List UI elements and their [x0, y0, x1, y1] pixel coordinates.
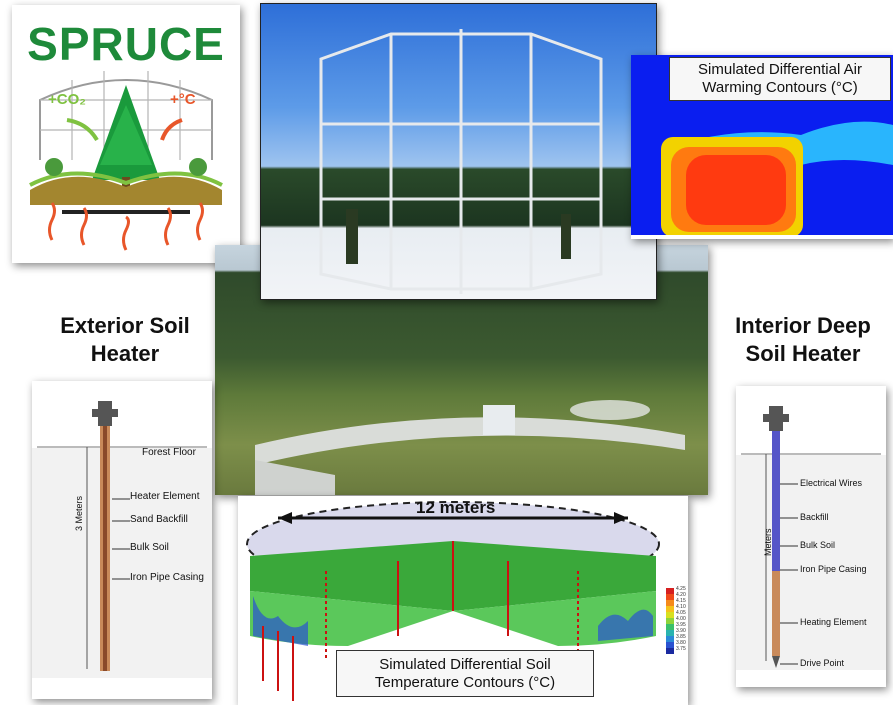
air-caption-line1: Simulated Differential Air — [698, 61, 862, 78]
interior-label-heating-element: Heating Element — [800, 617, 867, 627]
soil-scale-label: 4.10 — [676, 604, 686, 610]
soil-contour-graphic — [246, 501, 674, 701]
interior-label-backfill: Backfill — [800, 512, 829, 522]
soil-caption-line2: Temperature Contours (°C) — [374, 674, 556, 691]
interior-heater-diagram: Meters Electrical Wires Backfill Bulk So… — [736, 386, 886, 687]
spruce-logo: SPRUCE +CO₂ +°C — [12, 5, 240, 263]
soil-scale-label: 3.80 — [676, 640, 686, 646]
exterior-label-heater-element: Heater Element — [130, 491, 200, 502]
co2-label: +CO₂ — [48, 91, 86, 108]
exterior-label-forest-floor: Forest Floor — [142, 447, 196, 458]
interior-heading-line2: Soil Heater — [745, 341, 861, 366]
soil-scale-label: 3.75 — [676, 646, 686, 652]
soil-scale-label: 4.00 — [676, 616, 686, 622]
exterior-heading-line2: Heater — [90, 341, 160, 366]
exterior-label-iron-pipe-casing: Iron Pipe Casing — [130, 572, 204, 583]
interior-label-electrical-wires: Electrical Wires — [800, 478, 863, 488]
soil-temperature-caption: Simulated Differential Soil Temperature … — [336, 650, 594, 697]
soil-scale-label: 3.90 — [676, 628, 686, 634]
soil-scale-label: 4.25 — [676, 586, 686, 592]
chamber-frame-photo — [260, 3, 657, 300]
air-contour-graphic — [631, 121, 893, 239]
soil-scale-label: 3.95 — [676, 622, 686, 628]
exterior-heater-diagram: 3 Meters Forest Floor Heater Element San… — [32, 381, 212, 699]
interior-heading-line1: Interior Deep — [735, 313, 871, 338]
exterior-heading-line1: Exterior Soil — [60, 313, 190, 338]
soil-temperature-simulation: 12 meters 4.25 4.20 4.15 4.10 4.05 4.00 … — [238, 496, 688, 705]
soil-scale-label: 4.20 — [676, 592, 686, 598]
exterior-label-sand-backfill: Sand Backfill — [130, 514, 188, 525]
air-warming-caption: Simulated Differential Air Warming Conto… — [669, 57, 891, 101]
temp-label: +°C — [170, 91, 196, 108]
soil-width-label: 12 meters — [416, 498, 496, 517]
exterior-heater-graphic — [32, 401, 212, 678]
interior-label-bulk-soil: Bulk Soil — [800, 540, 836, 550]
logo-graphic — [29, 71, 223, 251]
soil-scale-label: 4.15 — [676, 598, 686, 604]
exterior-heading: Exterior Soil Heater — [40, 312, 210, 368]
exterior-depth-label: 3 Meters — [74, 495, 84, 531]
exterior-label-bulk-soil: Bulk Soil — [130, 542, 169, 553]
boardwalk-graphic — [255, 400, 685, 495]
interior-label-drive-point: Drive Point — [800, 658, 845, 668]
logo-title: SPRUCE — [27, 18, 225, 70]
interior-label-iron-pipe-casing: Iron Pipe Casing — [800, 564, 867, 574]
soil-scale-label: 3.85 — [676, 634, 686, 640]
air-warming-contours: Simulated Differential Air Warming Conto… — [631, 55, 893, 239]
soil-caption-line1: Simulated Differential Soil — [379, 656, 551, 673]
frame-structure-graphic — [319, 29, 603, 294]
soil-scale-label: 4.05 — [676, 610, 686, 616]
air-caption-line2: Warming Contours (°C) — [702, 79, 858, 96]
soil-scale-labels: 4.25 4.20 4.15 4.10 4.05 4.00 3.95 3.90 … — [676, 586, 686, 652]
interior-heater-graphic — [736, 406, 886, 670]
interior-heading: Interior Deep Soil Heater — [714, 312, 892, 368]
interior-depth-label: Meters — [763, 528, 773, 556]
